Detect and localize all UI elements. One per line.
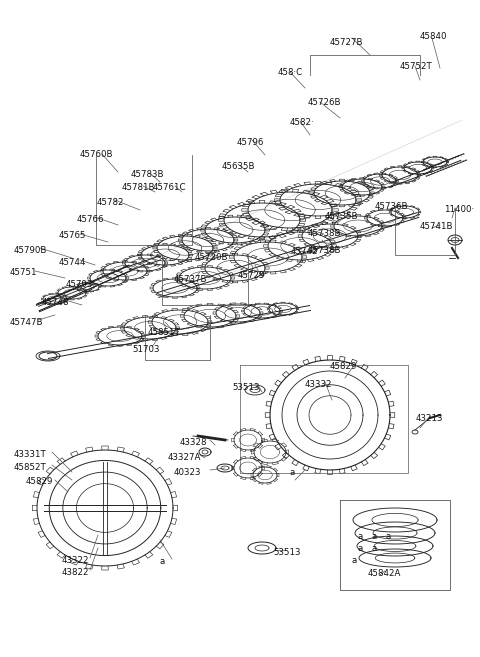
- Text: 45829: 45829: [330, 362, 358, 371]
- Text: 45851T: 45851T: [148, 328, 181, 337]
- Text: 45736B: 45736B: [375, 202, 408, 211]
- Text: 45741B: 45741B: [420, 222, 454, 231]
- Text: 45829: 45829: [26, 477, 53, 486]
- Text: 458·C: 458·C: [278, 68, 303, 77]
- Text: 45742: 45742: [291, 247, 319, 256]
- Text: a: a: [358, 532, 363, 541]
- Text: 43822: 43822: [62, 568, 89, 577]
- Text: 45781B: 45781B: [122, 183, 156, 192]
- Text: a: a: [160, 557, 165, 566]
- Text: a: a: [358, 544, 363, 553]
- Text: a: a: [372, 532, 377, 541]
- Text: 43322: 43322: [62, 556, 89, 565]
- Text: 45766: 45766: [77, 215, 105, 224]
- Text: 43213: 43213: [416, 414, 444, 423]
- Text: 43332: 43332: [305, 380, 333, 389]
- Text: 45720B: 45720B: [195, 253, 228, 262]
- Text: 45782: 45782: [97, 198, 124, 207]
- Text: 51703: 51703: [132, 345, 159, 354]
- Text: 43328: 43328: [180, 438, 207, 447]
- Text: 45751: 45751: [10, 268, 37, 277]
- Text: 53513: 53513: [273, 548, 300, 557]
- Text: 45744: 45744: [59, 258, 86, 267]
- Text: 45729: 45729: [238, 271, 265, 280]
- Text: 45840: 45840: [420, 32, 447, 41]
- Text: 40323: 40323: [174, 468, 202, 477]
- Text: 45796: 45796: [237, 138, 264, 147]
- Text: 45783B: 45783B: [131, 170, 165, 179]
- Text: 45727B: 45727B: [330, 38, 363, 47]
- Text: a: a: [290, 468, 295, 477]
- Text: 45760B: 45760B: [80, 150, 113, 159]
- Text: 45726B: 45726B: [308, 98, 341, 107]
- Text: 45737B: 45737B: [174, 275, 207, 284]
- Text: 45635B: 45635B: [222, 162, 255, 171]
- Text: 45752T: 45752T: [400, 62, 433, 71]
- Text: a: a: [386, 532, 391, 541]
- Text: 45747B: 45747B: [10, 318, 44, 327]
- Text: 11400·: 11400·: [444, 205, 474, 214]
- Text: 45735B: 45735B: [325, 212, 359, 221]
- Text: 45738B: 45738B: [308, 246, 341, 255]
- Text: 45738B: 45738B: [308, 229, 341, 238]
- Text: 45761C: 45761C: [153, 183, 187, 192]
- Text: 53513: 53513: [232, 383, 260, 392]
- Text: 45765: 45765: [59, 231, 86, 240]
- Text: 45790B: 45790B: [14, 246, 48, 255]
- Text: a: a: [372, 544, 377, 553]
- Text: 45748: 45748: [42, 298, 70, 307]
- Text: 4582·: 4582·: [290, 118, 314, 127]
- Text: 43331T: 43331T: [14, 450, 47, 459]
- Text: a: a: [352, 556, 357, 565]
- Text: 45793: 45793: [66, 280, 94, 289]
- Text: 45852T: 45852T: [14, 463, 47, 472]
- Text: 43327A: 43327A: [168, 453, 202, 462]
- Text: 45842A: 45842A: [368, 569, 401, 578]
